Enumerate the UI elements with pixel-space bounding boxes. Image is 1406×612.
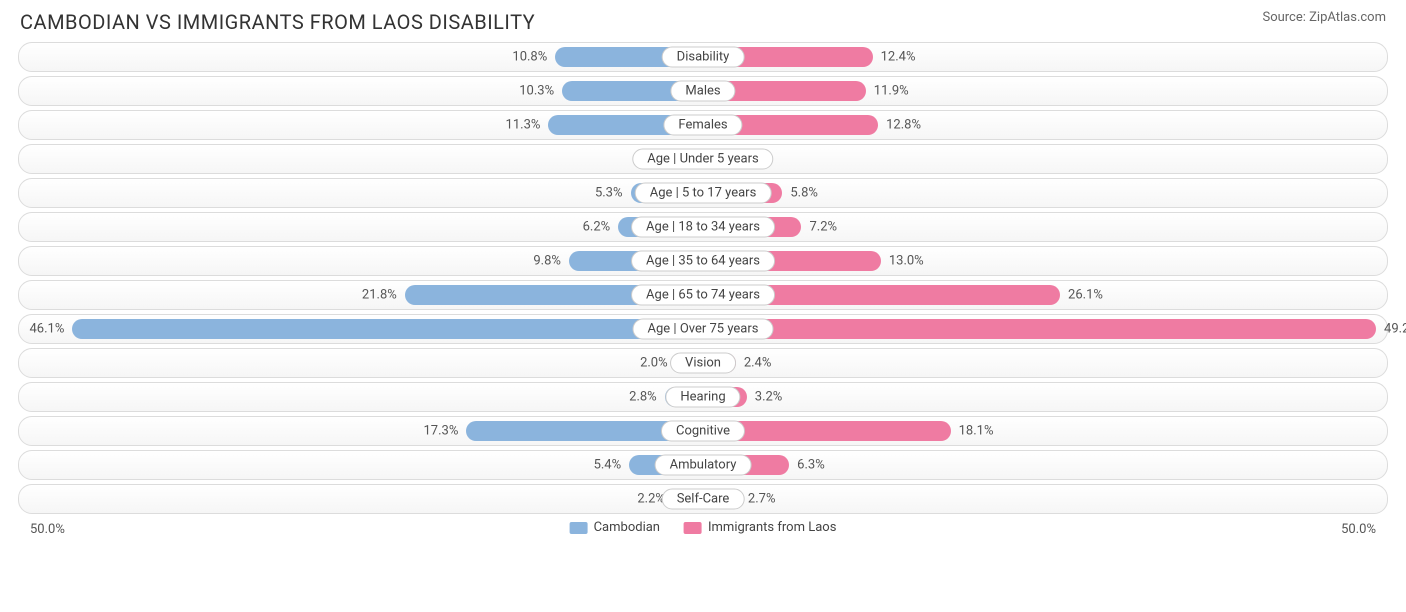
axis-max-right: 50.0% — [1341, 522, 1376, 537]
legend-swatch-left — [570, 522, 588, 534]
row-track: 5.4% 6.3% Ambulatory — [18, 450, 1388, 480]
row-label-pill: Females — [663, 115, 742, 136]
row-label-pill: Vision — [670, 353, 736, 374]
legend-swatch-right — [684, 522, 702, 534]
row-track: 10.3% 11.9% Males — [18, 76, 1388, 106]
value-left: 21.8% — [362, 288, 397, 303]
value-left: 10.3% — [519, 84, 554, 99]
value-right: 5.8% — [790, 186, 818, 201]
value-left: 17.3% — [423, 424, 458, 439]
value-right: 49.2% — [1384, 322, 1406, 337]
value-left: 2.0% — [640, 356, 668, 371]
value-right: 6.3% — [797, 458, 825, 473]
row-track: 1.2%1.3%Age | Under 5 years — [18, 144, 1388, 174]
value-left: 46.1% — [29, 322, 64, 337]
value-right: 12.8% — [886, 118, 921, 133]
row-label-pill: Ambulatory — [655, 455, 752, 476]
row-track: 21.8% 26.1% Age | 65 to 74 years — [18, 280, 1388, 310]
row-label-pill: Age | 65 to 74 years — [631, 285, 775, 306]
value-right: 18.1% — [959, 424, 994, 439]
bar-left — [72, 319, 703, 339]
row-track: 46.1%49.2%Age | Over 75 years — [18, 314, 1388, 344]
row-track: 6.2% 7.2% Age | 18 to 34 years — [18, 212, 1388, 242]
value-right: 13.0% — [889, 254, 924, 269]
page-title: CAMBODIAN VS IMMIGRANTS FROM LAOS DISABI… — [20, 10, 535, 34]
row-label-pill: Age | Under 5 years — [632, 149, 773, 170]
value-right: 12.4% — [881, 50, 916, 65]
value-right: 26.1% — [1068, 288, 1103, 303]
row-label-pill: Age | 18 to 34 years — [631, 217, 775, 238]
value-left: 5.3% — [595, 186, 623, 201]
legend-item-right: Immigrants from Laos — [684, 520, 836, 535]
value-left: 6.2% — [583, 220, 611, 235]
row-label-pill: Age | 35 to 64 years — [631, 251, 775, 272]
legend-label-right: Immigrants from Laos — [708, 520, 836, 535]
value-left: 5.4% — [594, 458, 622, 473]
header: CAMBODIAN VS IMMIGRANTS FROM LAOS DISABI… — [0, 0, 1406, 42]
row-track: 5.3% 5.8% Age | 5 to 17 years — [18, 178, 1388, 208]
value-left: 2.8% — [629, 390, 657, 405]
value-left: 11.3% — [506, 118, 541, 133]
legend-label-left: Cambodian — [594, 520, 660, 535]
axis-max-left: 50.0% — [30, 522, 65, 537]
source-label: Source: ZipAtlas.com — [1262, 10, 1386, 25]
row-label-pill: Hearing — [665, 387, 740, 408]
chart-area: 10.8% 12.4% Disability 10.3% 11.9% Males 11.3%… — [0, 42, 1406, 514]
row-track: 17.3% 18.1% Cognitive — [18, 416, 1388, 446]
value-right: 2.7% — [748, 492, 776, 507]
row-track: 10.8% 12.4% Disability — [18, 42, 1388, 72]
chart-footer: 50.0% Cambodian Immigrants from Laos 50.… — [0, 518, 1406, 546]
row-label-pill: Self-Care — [662, 489, 745, 510]
row-label-pill: Disability — [662, 47, 745, 68]
row-label-pill: Males — [670, 81, 735, 102]
row-track: 11.3% 12.8% Females — [18, 110, 1388, 140]
bar-right — [703, 319, 1376, 339]
value-right: 7.2% — [809, 220, 837, 235]
row-label-pill: Cognitive — [661, 421, 745, 442]
value-right: 2.4% — [744, 356, 772, 371]
value-left: 9.8% — [533, 254, 561, 269]
row-label-pill: Age | 5 to 17 years — [635, 183, 772, 204]
value-right: 3.2% — [755, 390, 783, 405]
row-label-pill: Age | Over 75 years — [633, 319, 774, 340]
row-track: 2.0% 2.4% Vision — [18, 348, 1388, 378]
legend-item-left: Cambodian — [570, 520, 660, 535]
value-left: 10.8% — [512, 50, 547, 65]
row-track: 2.2%2.7%Self-Care — [18, 484, 1388, 514]
value-right: 11.9% — [874, 84, 909, 99]
row-track: 2.8% 3.2% Hearing — [18, 382, 1388, 412]
legend: Cambodian Immigrants from Laos — [570, 520, 837, 535]
row-track: 9.8% 13.0% Age | 35 to 64 years — [18, 246, 1388, 276]
